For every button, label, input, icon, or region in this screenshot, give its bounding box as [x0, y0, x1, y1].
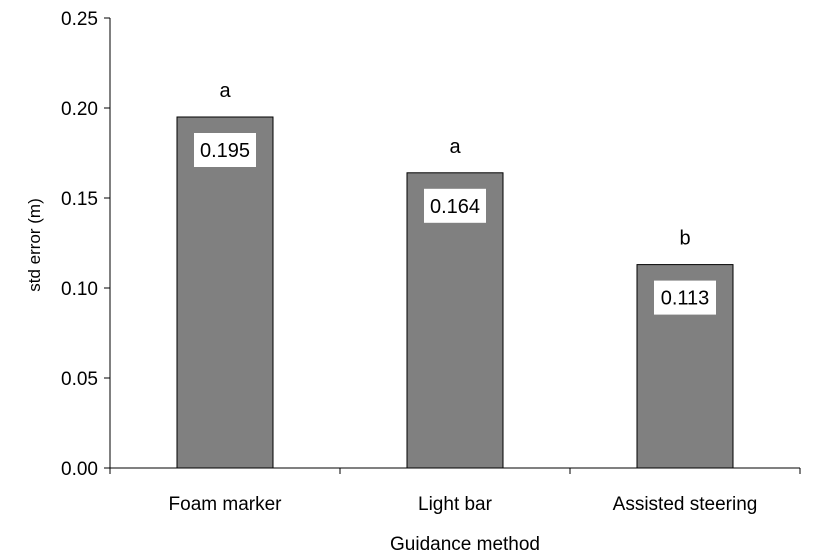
y-axis: 0.00 0.05 0.10 0.15 0.20 0.25 — [61, 9, 111, 480]
x-axis: Foam marker Light bar Assisted steering — [109, 467, 801, 515]
x-tick-label: Assisted steering — [613, 494, 758, 515]
y-tick-label: 0.10 — [61, 279, 98, 300]
data-labels-group: a 0.195 a 0.164 b 0.113 — [194, 80, 716, 315]
y-tick-label: 0.20 — [61, 99, 98, 120]
bars-group — [176, 116, 734, 469]
data-label-box — [424, 188, 486, 223]
data-label: 0.195 — [200, 140, 250, 162]
x-tick-label: Light bar — [418, 494, 493, 515]
y-tick-label: 0.00 — [61, 459, 98, 480]
data-label-box — [654, 280, 716, 315]
y-axis-title: std error (m) — [25, 198, 44, 292]
data-label: 0.164 — [430, 196, 480, 218]
bar — [176, 116, 274, 469]
significance-letter: a — [219, 80, 231, 102]
x-tick-label: Foam marker — [169, 494, 283, 515]
significance-letter: a — [449, 136, 461, 158]
y-tick-label: 0.15 — [61, 189, 98, 210]
data-label: 0.113 — [661, 288, 710, 310]
data-label-box — [194, 133, 256, 167]
significance-letter: b — [679, 228, 690, 250]
x-axis-title: Guidance method — [390, 534, 540, 555]
y-tick-label: 0.05 — [61, 369, 98, 390]
y-tick-label: 0.25 — [61, 9, 98, 30]
